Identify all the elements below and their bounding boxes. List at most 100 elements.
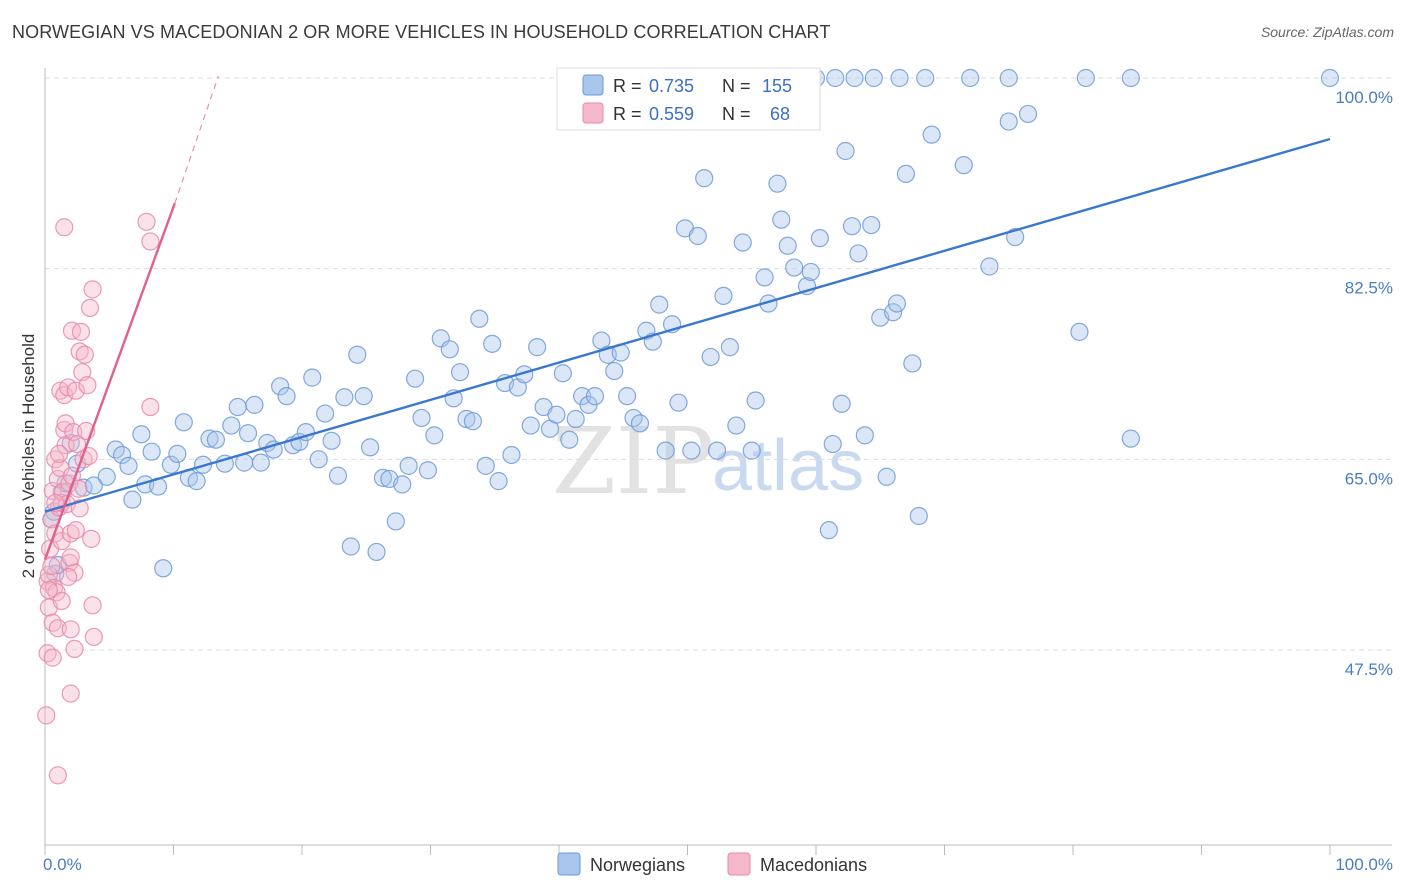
trend-layer <box>43 75 1331 560</box>
norwegian-point <box>727 416 746 435</box>
macedonian-point <box>80 298 100 317</box>
x-tick-label-min: 0.0% <box>43 855 82 874</box>
norwegian-point <box>418 461 438 480</box>
norwegian-point <box>903 354 922 373</box>
norwegian-point <box>772 210 791 229</box>
norwegian-point <box>768 174 787 193</box>
norwegian-point <box>980 257 999 276</box>
norwegian-point <box>154 559 173 578</box>
macedonian-point <box>55 218 74 237</box>
axis-layer <box>44 68 1392 846</box>
norwegian-point <box>961 68 980 88</box>
norwegian-point <box>701 347 720 367</box>
norwegian-point <box>890 68 909 88</box>
series-legend-label-macedonians: Macedonians <box>760 855 867 875</box>
norwegian-point <box>354 387 373 406</box>
macedonians-points <box>37 212 160 785</box>
macedonian-point <box>61 620 80 639</box>
norwegian-point <box>887 294 907 313</box>
legend-n-value-norwegians: 155 <box>762 76 792 96</box>
norwegian-point <box>1070 322 1089 341</box>
norwegian-point <box>463 412 483 431</box>
norwegian-point <box>386 512 405 531</box>
norwegian-point <box>123 490 142 509</box>
norwegian-point <box>119 456 138 475</box>
legend-swatch-norwegians <box>582 74 604 96</box>
norwegian-point <box>849 244 868 263</box>
macedonian-point <box>61 684 80 703</box>
norwegian-point <box>187 472 206 491</box>
norwegian-point <box>112 445 132 465</box>
macedonians-trend-line <box>43 202 176 560</box>
macedonian-point <box>66 381 85 400</box>
norwegian-point <box>916 68 935 88</box>
norwegian-point <box>405 369 425 388</box>
legend-r-label-macedonians: R = <box>613 104 642 124</box>
macedonian-point <box>65 639 84 659</box>
norwegian-point <box>855 426 874 445</box>
norwegian-point <box>720 338 740 357</box>
macedonian-point <box>83 596 102 615</box>
norwegian-point <box>656 441 675 460</box>
norwegian-point <box>896 164 916 183</box>
norwegian-point <box>348 345 367 364</box>
norwegian-point <box>341 537 360 556</box>
macedonian-point <box>83 280 102 299</box>
norwegian-point <box>228 397 247 417</box>
norwegian-point <box>801 262 820 282</box>
norwegian-point <box>877 467 896 486</box>
norwegian-point <box>560 430 579 449</box>
chart-source: Source: ZipAtlas.com <box>1260 24 1394 40</box>
norwegian-point <box>832 394 851 413</box>
norwegians-points <box>42 68 1340 583</box>
macedonian-point <box>43 648 62 667</box>
norwegian-point <box>174 413 193 432</box>
norwegian-point <box>618 387 637 406</box>
macedonian-point <box>50 444 69 463</box>
norwegian-point <box>470 309 489 328</box>
y-tick-label: 82.5% <box>1345 279 1393 298</box>
macedonian-point <box>84 627 103 647</box>
macedonian-point <box>61 524 80 543</box>
norwegian-point <box>585 387 605 406</box>
norwegian-point <box>200 429 219 448</box>
norwegian-point <box>605 361 624 381</box>
norwegian-point <box>755 268 774 287</box>
norwegian-point <box>650 295 669 314</box>
norwegian-point <box>483 334 502 353</box>
norwegian-point <box>733 233 752 252</box>
legend-n-value-macedonians: 68 <box>770 104 790 124</box>
norwegian-point <box>97 467 116 486</box>
series-legend-swatch-macedonians <box>727 852 751 876</box>
chart-title: NORWEGIAN VS MACEDONIAN 2 OR MORE VEHICL… <box>12 22 831 42</box>
norwegian-point <box>810 229 829 248</box>
norwegian-point <box>746 391 765 410</box>
macedonians-trend-extension <box>174 75 220 204</box>
norwegian-point <box>778 236 797 255</box>
norwegian-point <box>922 125 941 144</box>
x-tick-label-max: 100.0% <box>1335 855 1393 874</box>
norwegian-point <box>271 377 290 396</box>
macedonian-point <box>64 422 83 442</box>
norwegian-point <box>842 217 862 236</box>
macedonian-point <box>70 499 89 518</box>
norwegian-point <box>1018 104 1038 124</box>
norwegian-point <box>502 445 521 465</box>
macedonian-point <box>39 580 58 600</box>
watermark-atlas: atlas <box>712 426 864 506</box>
norwegian-point <box>528 338 547 357</box>
norwegian-point <box>553 364 572 383</box>
norwegian-point <box>238 424 258 443</box>
norwegian-point <box>132 425 151 444</box>
norwegian-point <box>399 456 418 475</box>
tick-layer: 47.5% 65.0% 82.5% 100.0% <box>44 88 1393 855</box>
legend-r-value-norwegians: 0.735 <box>649 76 694 96</box>
legend-r-label-norwegians: R = <box>613 76 642 96</box>
norwegian-point <box>361 438 380 457</box>
macedonian-point <box>68 434 87 454</box>
macedonian-point <box>70 342 89 361</box>
norwegian-point <box>322 431 341 450</box>
series-legend-swatch-norwegians <box>557 852 581 876</box>
norwegian-point <box>521 416 540 435</box>
